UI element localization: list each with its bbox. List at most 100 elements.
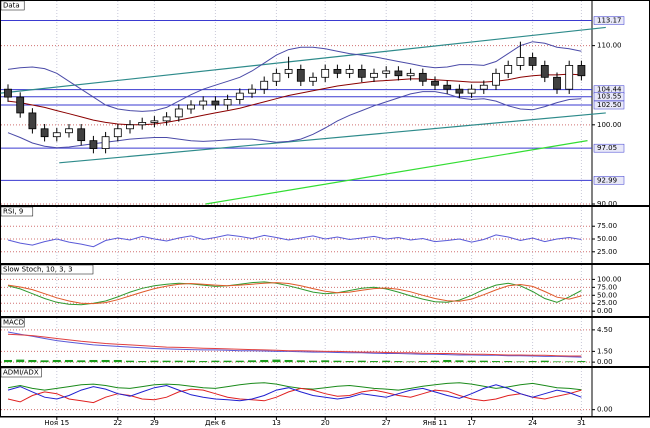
candle-body [357, 68, 366, 78]
histogram-bar [199, 361, 208, 363]
histogram-bar [309, 360, 317, 363]
histogram-bar [223, 360, 232, 363]
candle-body [65, 128, 73, 134]
candle-body [309, 76, 317, 82]
histogram-bar [540, 360, 549, 363]
level-tag [593, 176, 625, 185]
y-tick-label: 90.00 [597, 200, 617, 208]
candle-body [187, 104, 195, 110]
candle-body [113, 128, 122, 138]
x-tick-label: Янв 11 [423, 419, 448, 427]
x-tick-label: 27 [382, 419, 391, 427]
histogram-bar [52, 359, 61, 363]
histogram-bar [28, 359, 37, 363]
panel-title: Slow Stoch, 10, 3, 3 [3, 266, 73, 274]
histogram-bar [382, 360, 391, 363]
candle-body [382, 70, 391, 74]
candle-body [162, 116, 171, 122]
candle-body [16, 96, 25, 114]
candle-body [406, 72, 415, 77]
histogram-bar [467, 360, 476, 363]
histogram-bar [187, 360, 195, 363]
y-tick-label: 75.00 [597, 222, 617, 230]
candle-body [89, 140, 98, 149]
histogram-bar [394, 361, 403, 363]
histogram-bar [553, 361, 561, 363]
series-line [7, 73, 582, 126]
candle-body [4, 88, 12, 98]
series-line [7, 384, 582, 402]
panel-title-box [0, 0, 25, 11]
level-label: 113.17 [597, 17, 622, 25]
candle-body [467, 88, 476, 94]
level-label: 103.55 [597, 93, 622, 101]
histogram-bar [418, 361, 427, 363]
y-tick-label: 25.00 [597, 248, 617, 256]
series-line [7, 331, 582, 358]
histogram-bar [296, 360, 305, 363]
series-line [7, 282, 582, 305]
panel-title: RSI, 9 [3, 208, 23, 216]
histogram-bar [211, 360, 220, 363]
panel-title-box [0, 317, 25, 328]
histogram-bar [455, 360, 464, 363]
panel-title: MACD [3, 319, 24, 327]
histogram-bar [89, 359, 98, 363]
histogram-bar [40, 360, 49, 363]
candle-body [394, 70, 403, 77]
candle-body [418, 72, 427, 82]
candle-body [223, 99, 232, 106]
histogram-bar [406, 361, 415, 363]
histogram-bar [4, 359, 12, 363]
candle-body [126, 124, 134, 130]
histogram-bar [443, 359, 452, 363]
histogram-bar [565, 361, 574, 363]
candle-body [431, 80, 439, 86]
series-line [7, 234, 582, 248]
histogram-bar [516, 361, 525, 363]
histogram-bar [138, 361, 147, 363]
histogram-bar [150, 360, 159, 363]
candle-body [260, 80, 269, 90]
series-line [7, 382, 582, 391]
level-tag [593, 143, 625, 153]
series-line [7, 41, 582, 112]
histogram-bar [370, 361, 378, 363]
level-label: 102.50 [597, 101, 622, 109]
candle-body [553, 76, 561, 90]
candle-body [28, 112, 37, 130]
histogram-bar [577, 361, 586, 363]
panel-title: Data [3, 2, 20, 10]
trend-line [205, 140, 588, 205]
candle-body [174, 108, 183, 118]
level-label: 92.99 [597, 176, 617, 184]
panel-title-box [0, 367, 42, 378]
level-label: 97.05 [597, 144, 617, 152]
y-tick-label: 25.00 [597, 299, 617, 307]
histogram-bar [65, 359, 73, 363]
level-tag [593, 16, 625, 25]
histogram-bar [272, 359, 281, 363]
y-tick-label: 4.50 [597, 326, 613, 334]
candle-body [101, 136, 110, 149]
series-line [7, 281, 582, 306]
candle-body [577, 65, 586, 77]
candle-body [492, 72, 500, 86]
histogram-bar [357, 360, 366, 363]
candle-body [443, 84, 452, 90]
candle-body [199, 100, 208, 106]
y-tick-label: 50.00 [597, 235, 617, 243]
y-tick-label: 75.00 [597, 283, 617, 291]
candle-body [370, 72, 378, 78]
candle-body [284, 68, 293, 74]
histogram-bar [162, 360, 171, 363]
histogram-bar [321, 360, 330, 363]
y-tick-label: 110.00 [597, 42, 622, 50]
candle-body [211, 100, 220, 106]
candle-body [504, 65, 513, 74]
y-tick-label: 100.00 [597, 275, 622, 283]
histogram-bar [248, 360, 256, 363]
histogram-bar [492, 361, 500, 363]
x-tick-label: Дек 6 [205, 419, 226, 427]
